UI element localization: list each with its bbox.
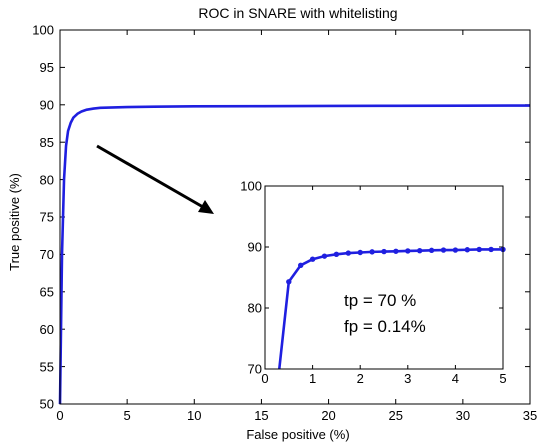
x-tick-label: 30 [456, 408, 470, 423]
inset-roc-markers [286, 246, 506, 285]
y-tick-label: 90 [40, 97, 54, 112]
y-tick-label: 90 [248, 240, 262, 255]
x-tick-label: 2 [357, 371, 364, 386]
y-tick-label: 75 [40, 210, 54, 225]
roc-point [417, 247, 423, 254]
y-tick-label: 55 [40, 359, 54, 374]
roc-point [381, 248, 387, 255]
roc-point [428, 247, 435, 254]
zoom-arrow-shaft [96, 144, 204, 209]
roc-point [286, 279, 292, 285]
x-tick-label: 3 [404, 371, 411, 386]
roc-curve-line [58, 104, 531, 405]
y-tick-label: 50 [40, 397, 54, 412]
roc-point [357, 249, 363, 256]
x-tick-label: 5 [499, 371, 506, 386]
roc-point [488, 246, 494, 253]
x-tick-label: 5 [124, 408, 131, 423]
main-plot-frame [59, 29, 531, 405]
y-tick-label: 70 [40, 247, 54, 262]
roc-point [298, 262, 304, 268]
roc-point [464, 247, 470, 253]
roc-point [309, 256, 316, 262]
inset-background [265, 186, 503, 369]
x-tick-label: 10 [187, 408, 201, 423]
y-tick-label: 80 [40, 172, 54, 187]
y-tick-label: 95 [40, 60, 54, 75]
roc-point [393, 248, 399, 254]
x-tick-label: 20 [321, 408, 335, 423]
y-tick-label: 60 [40, 322, 54, 337]
roc-point [333, 251, 340, 258]
x-tick-label: 1 [309, 371, 316, 386]
y-axis-label: True positive (%) [7, 173, 22, 271]
chart-title: ROC in SNARE with whitelisting [198, 5, 397, 21]
x-tick-label: 35 [523, 408, 537, 423]
roc-point [345, 250, 351, 256]
y-tick-label: 85 [40, 135, 54, 150]
x-tick-label: 4 [452, 371, 459, 386]
fp-annotation: fp = 0.14% [344, 317, 426, 336]
y-tick-label: 100 [32, 23, 54, 38]
roc-point [405, 248, 411, 254]
y-tick-label: 70 [248, 362, 262, 377]
tp-annotation: tp = 70 % [344, 291, 416, 310]
x-tick-label: 25 [388, 408, 402, 423]
x-tick-label: 0 [261, 371, 268, 386]
roc-point [321, 253, 328, 259]
roc-point [476, 246, 482, 253]
roc-point [369, 249, 375, 255]
y-tick-label: 80 [248, 301, 262, 316]
y-tick-label: 65 [40, 284, 54, 299]
y-tick-label: 100 [240, 179, 262, 194]
roc-point [440, 247, 447, 253]
x-tick-label: 0 [56, 408, 63, 423]
inset-plot-frame [264, 185, 504, 370]
x-tick-label: 15 [254, 408, 268, 423]
zoom-arrow-head [198, 200, 214, 214]
x-axis-label: False positive (%) [246, 427, 349, 442]
roc-point [452, 247, 459, 253]
